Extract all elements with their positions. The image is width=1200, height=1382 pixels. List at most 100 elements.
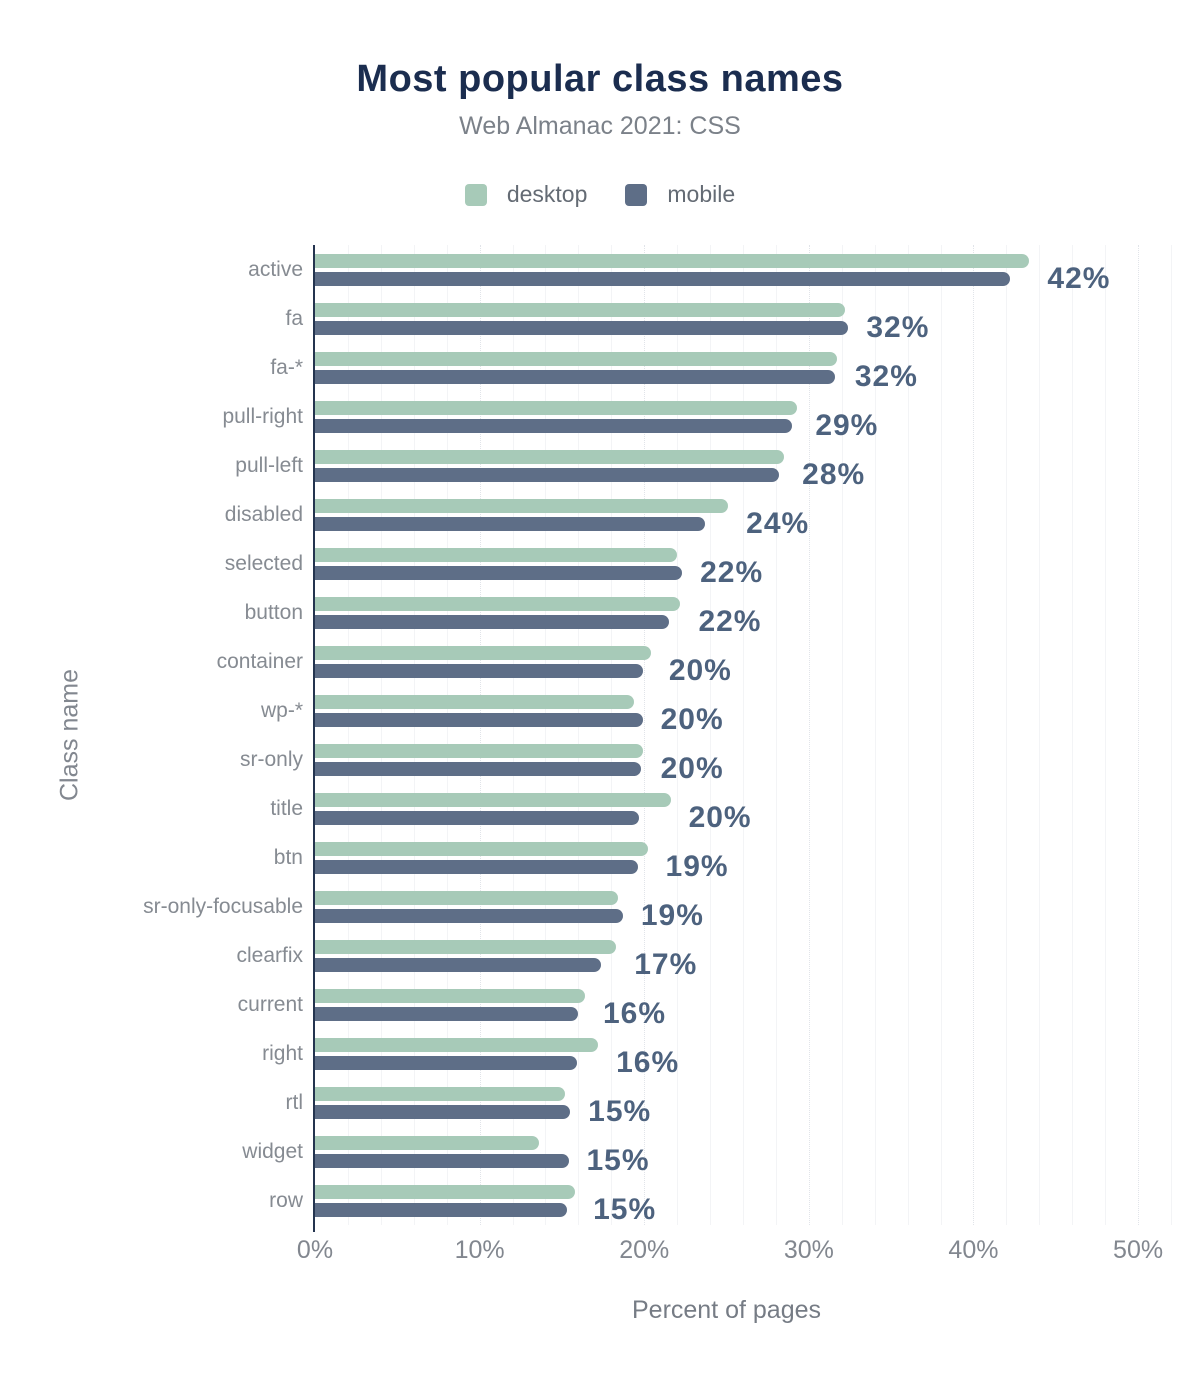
- mobile-bar[interactable]: [315, 859, 638, 874]
- value-label: 24%: [746, 506, 810, 540]
- bar-row: current 16%: [238, 980, 1171, 1030]
- x-tick-label: 20%: [619, 1236, 670, 1264]
- x-tick-label: 40%: [948, 1236, 999, 1264]
- category-label: disabled: [224, 502, 303, 526]
- gridline-minor: [1039, 245, 1041, 1225]
- desktop-bar[interactable]: [315, 449, 785, 464]
- mobile-bar[interactable]: [315, 418, 793, 433]
- value-label: 15%: [593, 1192, 657, 1226]
- desktop-bar[interactable]: [315, 596, 681, 611]
- gridline-minor: [413, 245, 415, 1225]
- category-label: fa: [285, 306, 303, 330]
- mobile-bar[interactable]: [315, 271, 1010, 286]
- mobile-bar[interactable]: [315, 1153, 569, 1168]
- bar-row: active 42%: [248, 245, 1171, 295]
- gridline-minor: [347, 245, 349, 1225]
- category-label: sr-only-focusable: [143, 894, 303, 918]
- plot-area: active 42% fa 32% fa-* 32% pull-right 29% pull-l…: [143, 245, 1172, 1232]
- gridline-minor: [545, 245, 547, 1225]
- category-label: current: [237, 992, 303, 1016]
- mobile-bar[interactable]: [315, 320, 849, 335]
- bar-row: fa 32%: [285, 294, 1171, 344]
- desktop-bar[interactable]: [315, 1135, 539, 1150]
- value-label: 16%: [616, 1045, 680, 1079]
- x-tick-label: 30%: [783, 1236, 834, 1264]
- legend-label-mobile: mobile: [667, 181, 736, 207]
- x-axis-title: Percent of pages: [631, 1296, 821, 1324]
- mobile-bar[interactable]: [315, 810, 640, 825]
- value-label: 20%: [688, 800, 752, 834]
- x-tick-label: 10%: [454, 1236, 505, 1264]
- mobile-bar[interactable]: [315, 614, 669, 629]
- bar-row: sr-only 20%: [240, 735, 1171, 785]
- desktop-bar[interactable]: [315, 988, 585, 1003]
- category-label: container: [216, 649, 303, 673]
- bar-row: row 15%: [269, 1176, 1171, 1226]
- value-label: 22%: [698, 604, 762, 638]
- category-label: row: [269, 1188, 303, 1212]
- mobile-bar[interactable]: [315, 467, 780, 482]
- gridline-major: [808, 245, 810, 1225]
- legend-item-desktop[interactable]: desktop: [464, 181, 587, 208]
- mobile-bar[interactable]: [315, 908, 623, 923]
- legend-item-mobile[interactable]: mobile: [625, 181, 735, 208]
- x-tick-label: 50%: [1113, 1236, 1164, 1264]
- gridline-minor: [1171, 245, 1172, 1225]
- desktop-bar[interactable]: [315, 694, 635, 709]
- bar-rows: active 42% fa 32% fa-* 32% pull-right 29% pull-l…: [143, 245, 1171, 1226]
- value-label: 32%: [854, 359, 918, 393]
- mobile-bar[interactable]: [315, 1202, 567, 1217]
- bar-row: container 20%: [217, 637, 1171, 687]
- desktop-bar[interactable]: [315, 841, 648, 856]
- desktop-bar[interactable]: [315, 351, 837, 366]
- mobile-bar[interactable]: [315, 1006, 579, 1021]
- mobile-bar[interactable]: [315, 1104, 571, 1119]
- desktop-bar[interactable]: [315, 743, 643, 758]
- gridline-minor: [446, 245, 448, 1225]
- legend: desktop mobile: [0, 181, 1200, 208]
- value-label: 15%: [586, 1143, 650, 1177]
- category-label: btn: [273, 845, 303, 869]
- value-label: 28%: [802, 457, 866, 491]
- mobile-bar[interactable]: [315, 663, 643, 678]
- mobile-bar[interactable]: [315, 957, 602, 972]
- desktop-bar[interactable]: [315, 547, 678, 562]
- mobile-bar[interactable]: [315, 712, 643, 727]
- mobile-bar[interactable]: [315, 761, 641, 776]
- mobile-swatch-icon: [625, 183, 648, 206]
- gridline-minor: [380, 245, 382, 1225]
- category-label: active: [248, 257, 303, 281]
- desktop-bar[interactable]: [315, 792, 671, 807]
- desktop-bar[interactable]: [315, 302, 846, 317]
- desktop-bar[interactable]: [315, 253, 1030, 268]
- gridline-minor: [1072, 245, 1074, 1225]
- category-label: clearfix: [236, 943, 303, 967]
- desktop-bar[interactable]: [315, 400, 798, 415]
- mobile-bar[interactable]: [315, 369, 836, 384]
- gridline-major: [479, 245, 481, 1225]
- bar-row: disabled 24%: [225, 490, 1171, 540]
- desktop-bar[interactable]: [315, 1086, 566, 1101]
- value-label: 15%: [588, 1094, 652, 1128]
- gridline-minor: [611, 245, 613, 1225]
- bar-row: widget 15%: [242, 1127, 1171, 1177]
- desktop-swatch-icon: [464, 183, 487, 206]
- desktop-bar[interactable]: [315, 939, 617, 954]
- chart-title: Most popular class names: [356, 58, 844, 100]
- y-axis-title: Class name: [55, 669, 84, 801]
- desktop-bar[interactable]: [315, 890, 618, 905]
- desktop-bar[interactable]: [315, 1184, 576, 1199]
- mobile-bar[interactable]: [315, 565, 683, 580]
- value-label: 20%: [660, 751, 724, 785]
- category-label: pull-left: [235, 453, 303, 477]
- desktop-bar[interactable]: [315, 1037, 599, 1052]
- y-axis-line: [313, 245, 315, 1232]
- mobile-bar[interactable]: [315, 516, 706, 531]
- category-label: sr-only: [239, 747, 303, 771]
- gridline-minor: [710, 245, 712, 1225]
- value-label: 19%: [640, 898, 704, 932]
- gridline-minor: [1006, 245, 1008, 1225]
- desktop-bar[interactable]: [315, 645, 651, 660]
- desktop-bar[interactable]: [315, 498, 729, 513]
- mobile-bar[interactable]: [315, 1055, 577, 1070]
